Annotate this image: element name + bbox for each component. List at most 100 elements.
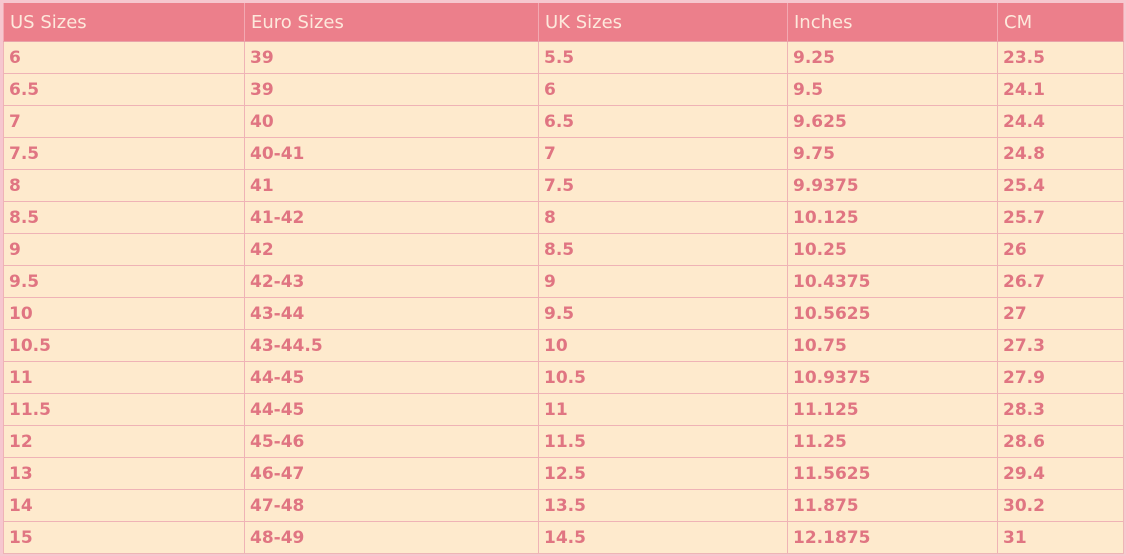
euro-size-cell: 43-44 bbox=[244, 297, 539, 330]
table-row: 9 42 8.5 10.25 26 bbox=[3, 233, 1124, 266]
header-uk-sizes: UK Sizes bbox=[538, 3, 788, 42]
us-size-cell: 15 bbox=[3, 521, 245, 554]
uk-size-cell: 13.5 bbox=[538, 489, 788, 522]
uk-size-cell: 5.5 bbox=[538, 41, 788, 74]
euro-size-cell: 42-43 bbox=[244, 265, 539, 298]
us-size-cell: 6.5 bbox=[3, 73, 245, 106]
uk-size-cell: 7 bbox=[538, 137, 788, 170]
uk-size-cell: 8 bbox=[538, 201, 788, 234]
inches-cell: 9.75 bbox=[787, 137, 998, 170]
us-size-cell: 6 bbox=[3, 41, 245, 74]
table-row: 14 47-48 13.5 11.875 30.2 bbox=[3, 489, 1124, 522]
table-row: 13 46-47 12.5 11.5625 29.4 bbox=[3, 457, 1124, 490]
inches-cell: 9.9375 bbox=[787, 169, 998, 202]
uk-size-cell: 7.5 bbox=[538, 169, 788, 202]
us-size-cell: 8 bbox=[3, 169, 245, 202]
us-size-cell: 10.5 bbox=[3, 329, 245, 362]
table-row: 8.5 41-42 8 10.125 25.7 bbox=[3, 201, 1124, 234]
euro-size-cell: 41 bbox=[244, 169, 539, 202]
cm-cell: 25.4 bbox=[997, 169, 1124, 202]
inches-cell: 9.625 bbox=[787, 105, 998, 138]
table-row: 11 44-45 10.5 10.9375 27.9 bbox=[3, 361, 1124, 394]
euro-size-cell: 45-46 bbox=[244, 425, 539, 458]
uk-size-cell: 6.5 bbox=[538, 105, 788, 138]
uk-size-cell: 10 bbox=[538, 329, 788, 362]
cm-cell: 24.8 bbox=[997, 137, 1124, 170]
inches-cell: 9.5 bbox=[787, 73, 998, 106]
cm-cell: 28.3 bbox=[997, 393, 1124, 426]
uk-size-cell: 12.5 bbox=[538, 457, 788, 490]
header-inches: Inches bbox=[787, 3, 998, 42]
uk-size-cell: 11 bbox=[538, 393, 788, 426]
cm-cell: 25.7 bbox=[997, 201, 1124, 234]
table-row: 15 48-49 14.5 12.1875 31 bbox=[3, 521, 1124, 554]
table-row: 10 43-44 9.5 10.5625 27 bbox=[3, 297, 1124, 330]
euro-size-cell: 40-41 bbox=[244, 137, 539, 170]
uk-size-cell: 11.5 bbox=[538, 425, 788, 458]
table-row: 7 40 6.5 9.625 24.4 bbox=[3, 105, 1124, 138]
inches-cell: 11.125 bbox=[787, 393, 998, 426]
euro-size-cell: 46-47 bbox=[244, 457, 539, 490]
inches-cell: 10.4375 bbox=[787, 265, 998, 298]
euro-size-cell: 39 bbox=[244, 41, 539, 74]
inches-cell: 10.25 bbox=[787, 233, 998, 266]
table-row: 11.5 44-45 11 11.125 28.3 bbox=[3, 393, 1124, 426]
euro-size-cell: 39 bbox=[244, 73, 539, 106]
inches-cell: 10.75 bbox=[787, 329, 998, 362]
inches-cell: 11.5625 bbox=[787, 457, 998, 490]
table-row: 6 39 5.5 9.25 23.5 bbox=[3, 41, 1124, 74]
cm-cell: 27 bbox=[997, 297, 1124, 330]
us-size-cell: 10 bbox=[3, 297, 245, 330]
inches-cell: 10.9375 bbox=[787, 361, 998, 394]
us-size-cell: 9 bbox=[3, 233, 245, 266]
us-size-cell: 11 bbox=[3, 361, 245, 394]
cm-cell: 23.5 bbox=[997, 41, 1124, 74]
us-size-cell: 13 bbox=[3, 457, 245, 490]
us-size-cell: 12 bbox=[3, 425, 245, 458]
euro-size-cell: 40 bbox=[244, 105, 539, 138]
inches-cell: 10.5625 bbox=[787, 297, 998, 330]
cm-cell: 29.4 bbox=[997, 457, 1124, 490]
table-row: 12 45-46 11.5 11.25 28.6 bbox=[3, 425, 1124, 458]
uk-size-cell: 8.5 bbox=[538, 233, 788, 266]
shoe-size-chart-table: US Sizes Euro Sizes UK Sizes Inches CM 6… bbox=[3, 3, 1124, 554]
cm-cell: 27.9 bbox=[997, 361, 1124, 394]
us-size-cell: 7 bbox=[3, 105, 245, 138]
table-body: 6 39 5.5 9.25 23.5 6.5 39 6 9.5 24.1 7 40 6.5 9.625 24… bbox=[3, 41, 1124, 554]
us-size-cell: 11.5 bbox=[3, 393, 245, 426]
inches-cell: 10.125 bbox=[787, 201, 998, 234]
header-cm: CM bbox=[997, 3, 1124, 42]
table-header: US Sizes Euro Sizes UK Sizes Inches CM bbox=[3, 3, 1124, 42]
inches-cell: 12.1875 bbox=[787, 521, 998, 554]
euro-size-cell: 47-48 bbox=[244, 489, 539, 522]
cm-cell: 30.2 bbox=[997, 489, 1124, 522]
uk-size-cell: 6 bbox=[538, 73, 788, 106]
table-row: 9.5 42-43 9 10.4375 26.7 bbox=[3, 265, 1124, 298]
uk-size-cell: 9 bbox=[538, 265, 788, 298]
header-us-sizes: US Sizes bbox=[3, 3, 245, 42]
cm-cell: 24.4 bbox=[997, 105, 1124, 138]
euro-size-cell: 48-49 bbox=[244, 521, 539, 554]
cm-cell: 24.1 bbox=[997, 73, 1124, 106]
us-size-cell: 9.5 bbox=[3, 265, 245, 298]
euro-size-cell: 44-45 bbox=[244, 393, 539, 426]
us-size-cell: 14 bbox=[3, 489, 245, 522]
euro-size-cell: 41-42 bbox=[244, 201, 539, 234]
inches-cell: 9.25 bbox=[787, 41, 998, 74]
us-size-cell: 8.5 bbox=[3, 201, 245, 234]
cm-cell: 31 bbox=[997, 521, 1124, 554]
cm-cell: 28.6 bbox=[997, 425, 1124, 458]
cm-cell: 26.7 bbox=[997, 265, 1124, 298]
table-row: 6.5 39 6 9.5 24.1 bbox=[3, 73, 1124, 106]
inches-cell: 11.25 bbox=[787, 425, 998, 458]
cm-cell: 26 bbox=[997, 233, 1124, 266]
euro-size-cell: 43-44.5 bbox=[244, 329, 539, 362]
us-size-cell: 7.5 bbox=[3, 137, 245, 170]
euro-size-cell: 44-45 bbox=[244, 361, 539, 394]
euro-size-cell: 42 bbox=[244, 233, 539, 266]
table-row: 8 41 7.5 9.9375 25.4 bbox=[3, 169, 1124, 202]
table-row: 7.5 40-41 7 9.75 24.8 bbox=[3, 137, 1124, 170]
inches-cell: 11.875 bbox=[787, 489, 998, 522]
cm-cell: 27.3 bbox=[997, 329, 1124, 362]
